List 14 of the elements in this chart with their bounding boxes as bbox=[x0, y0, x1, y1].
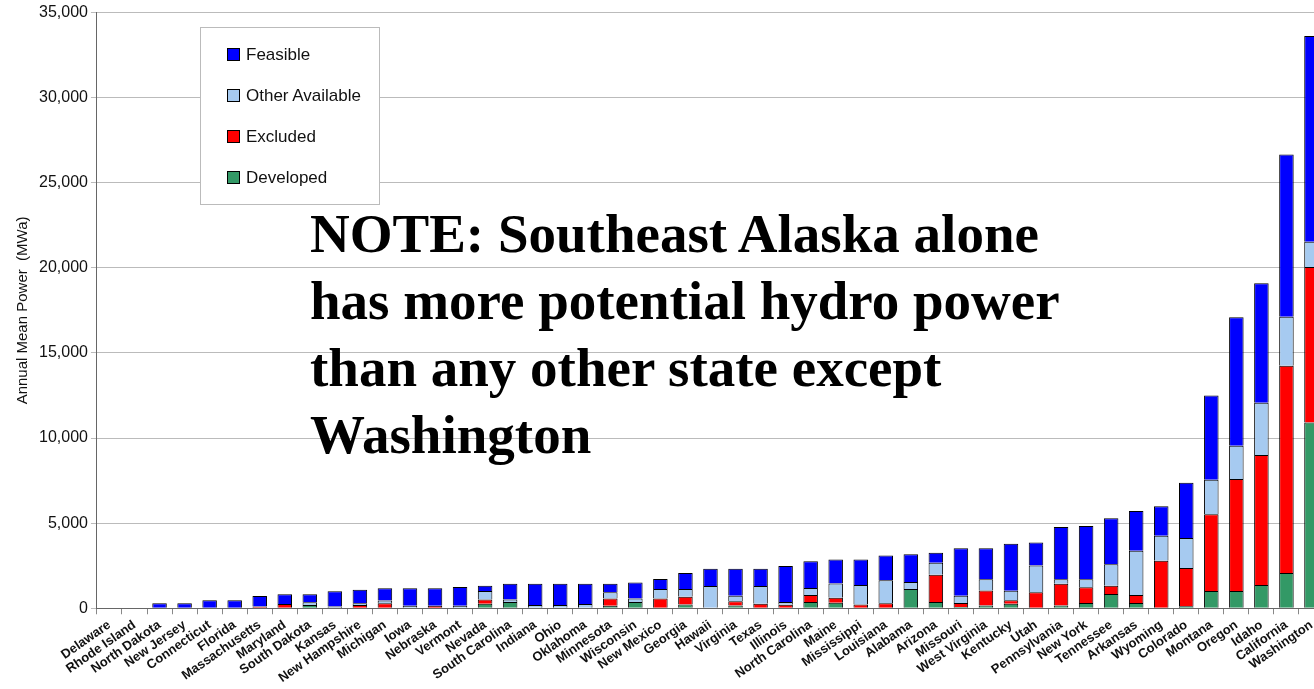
y-tick-label: 30,000 bbox=[39, 88, 89, 106]
y-tick-label: 35,000 bbox=[39, 3, 89, 21]
y-tick-label: 0 bbox=[79, 598, 89, 616]
y-tick-label: 10,000 bbox=[39, 428, 89, 446]
y-tick-label: 5,000 bbox=[47, 513, 89, 531]
legend-label: Feasible bbox=[246, 44, 311, 65]
y-tick-label: 15,000 bbox=[39, 343, 89, 361]
y-axis-title: Annual Mean Power (MWa) bbox=[13, 216, 31, 405]
legend-label: Developed bbox=[246, 167, 328, 188]
legend-label: Excluded bbox=[246, 126, 316, 147]
y-tick-label: 20,000 bbox=[39, 258, 89, 276]
annotation: NOTE: Southeast Alaska alone has more potential hydro power than any other state except Washington bbox=[310, 202, 1060, 467]
legend-label: Other Available bbox=[246, 85, 361, 106]
y-tick-label: 25,000 bbox=[39, 173, 89, 191]
